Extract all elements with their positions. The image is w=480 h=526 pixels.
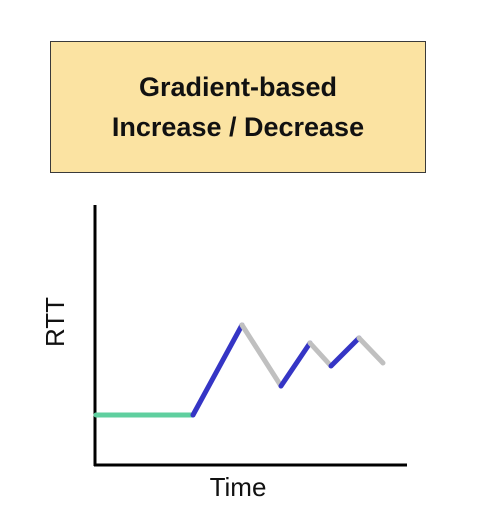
decrease-segment: [307, 340, 334, 369]
increase-segment: [278, 340, 313, 389]
decrease-segment: [239, 322, 284, 389]
y-axis-label: RTT: [40, 297, 70, 347]
title-line-2: Increase / Decrease: [111, 112, 365, 142]
increase-segment: [328, 335, 362, 369]
decrease-segment: [356, 335, 386, 366]
x-axis-label: Time: [210, 472, 267, 502]
title-line-1: Gradient-based: [138, 72, 338, 102]
title-box: Gradient-based Increase / Decrease: [50, 41, 426, 173]
increase-segment: [190, 322, 245, 418]
